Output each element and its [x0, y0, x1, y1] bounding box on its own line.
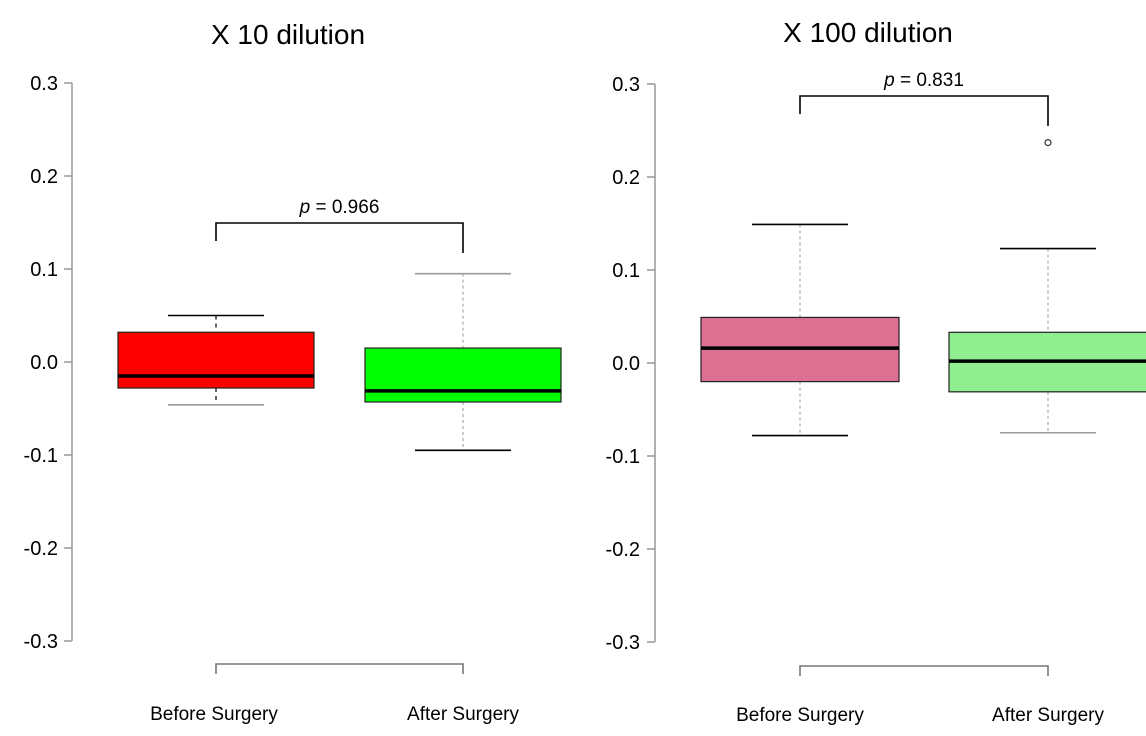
p-value-label: p = 0.831: [883, 70, 964, 91]
y-tick-label: -0.1: [606, 446, 640, 468]
y-tick-label: 0.3: [30, 73, 58, 95]
box-after-surgery: [948, 138, 1146, 434]
box-after-surgery: [364, 272, 562, 452]
x-axis-line: [799, 665, 1049, 676]
chart-title: X 100 dilution: [783, 17, 953, 48]
y-tick-label: -0.2: [24, 538, 58, 560]
x-category-label: Before Surgery: [736, 705, 864, 726]
y-tick-label: 0.2: [30, 166, 58, 188]
significance-bracket: [215, 222, 464, 253]
iqr-box: [364, 347, 562, 403]
y-tick-label: 0.0: [612, 353, 640, 375]
p-value-number: = 0.831: [895, 70, 964, 91]
y-tick-label: 0.1: [30, 259, 58, 281]
y-tick-label: -0.3: [24, 631, 58, 653]
y-tick-label: -0.1: [24, 445, 58, 467]
box-before-surgery: [117, 314, 315, 406]
y-tick-label: 0.0: [30, 352, 58, 374]
y-tick-label: -0.3: [606, 632, 640, 654]
x-category-label: Before Surgery: [150, 704, 278, 725]
p-value-symbol: p: [299, 197, 311, 218]
iqr-box: [117, 331, 315, 389]
p-value-symbol: p: [883, 70, 895, 91]
chart-title: X 10 dilution: [211, 19, 365, 50]
y-tick-label: 0.3: [612, 74, 640, 96]
x-category-label: After Surgery: [992, 705, 1104, 726]
panel-2: X 100 dilution -0.3 -0.2 -0.1 0.0 0.1 0.2 0.3 p …: [606, 17, 1146, 726]
p-value-number: = 0.966: [310, 197, 379, 218]
significance-bracket: [799, 95, 1049, 126]
x-axis-line: [215, 663, 464, 674]
y-tick-label: 0.1: [612, 260, 640, 282]
p-value-label: p = 0.966: [299, 197, 380, 218]
panel-1: X 10 dilution -0.3 -0.2 -0.1 0.0 0.1 0.2 0.3 p =…: [24, 19, 562, 725]
y-tick-label: 0.2: [612, 167, 640, 189]
outlier-point: [1044, 138, 1052, 147]
x-category-label: After Surgery: [407, 704, 519, 725]
box-before-surgery: [700, 223, 900, 437]
y-tick-label: -0.2: [606, 539, 640, 561]
